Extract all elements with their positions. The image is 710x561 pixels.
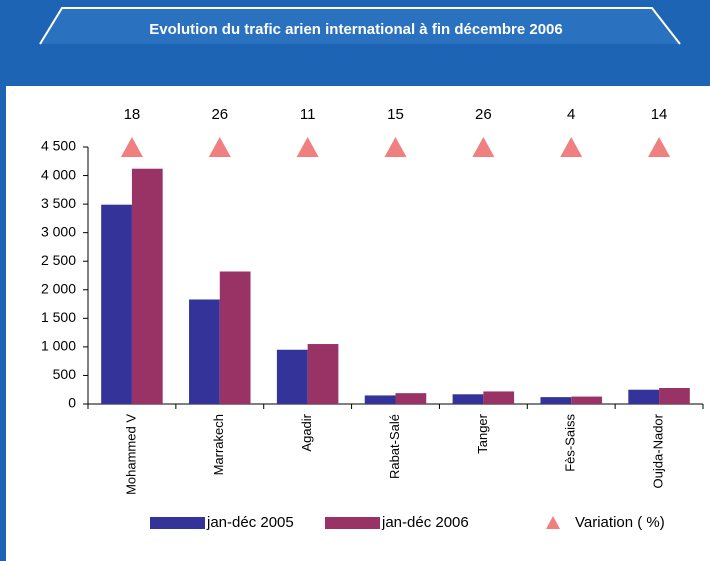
x-tick-label: Tanger (475, 413, 490, 453)
variation-marker (120, 137, 143, 157)
y-tick-label: 1 000 (41, 338, 76, 354)
variation-label: 4 (567, 106, 575, 123)
variation-marker (648, 137, 671, 157)
y-tick-label: 1 500 (41, 309, 76, 325)
y-tick-label: 2 000 (41, 280, 76, 296)
x-tick-label: Mohammed V (123, 414, 138, 495)
bar (276, 349, 308, 404)
legend-marker (546, 516, 560, 529)
variation-marker (208, 137, 231, 157)
y-tick-label: 500 (53, 366, 77, 382)
x-tick-label: Agadir (299, 413, 314, 451)
bar (189, 299, 220, 404)
y-tick-label: 3 500 (41, 195, 76, 211)
bar (452, 394, 484, 404)
bar (101, 204, 132, 404)
variation-label: 26 (475, 106, 492, 123)
legend-swatch (325, 517, 380, 529)
title-tab (39, 7, 681, 45)
variation-label: 18 (124, 106, 141, 123)
y-tick-label: 4 000 (41, 166, 76, 182)
variation-label: 15 (387, 106, 404, 123)
x-tick-label: Oujda-Nador (651, 413, 666, 488)
x-tick-label: Rabat-Salé (387, 414, 402, 479)
legend-swatch (150, 517, 205, 529)
variation-marker (296, 137, 319, 157)
x-tick-label: Fès-Saiss (563, 414, 578, 472)
legend-label: jan-déc 2005 (206, 514, 294, 531)
variation-label: 14 (651, 106, 668, 123)
bar (483, 391, 515, 404)
variation-label: 26 (211, 106, 228, 123)
legend-label: Variation ( %) (575, 514, 665, 531)
bar (571, 396, 602, 404)
bar (395, 393, 427, 404)
bar (364, 395, 396, 404)
bar (659, 388, 690, 404)
bar (219, 271, 251, 404)
variation-marker (560, 137, 583, 157)
chart-title: Evolution du trafic arien international … (149, 21, 562, 38)
y-tick-label: 3 000 (41, 223, 76, 239)
x-tick-label: Marrakech (211, 414, 226, 475)
y-tick-label: 0 (68, 395, 76, 411)
bar (307, 344, 339, 404)
bar (628, 389, 660, 404)
variation-marker (472, 137, 495, 157)
variation-label: 11 (300, 106, 316, 123)
left-border (0, 0, 6, 561)
variation-marker (384, 137, 407, 157)
legend-label: jan-déc 2006 (381, 514, 469, 531)
bar (540, 397, 572, 404)
y-tick-label: 2 500 (41, 252, 76, 268)
bar (131, 168, 163, 404)
y-tick-label: 4 500 (41, 138, 76, 154)
